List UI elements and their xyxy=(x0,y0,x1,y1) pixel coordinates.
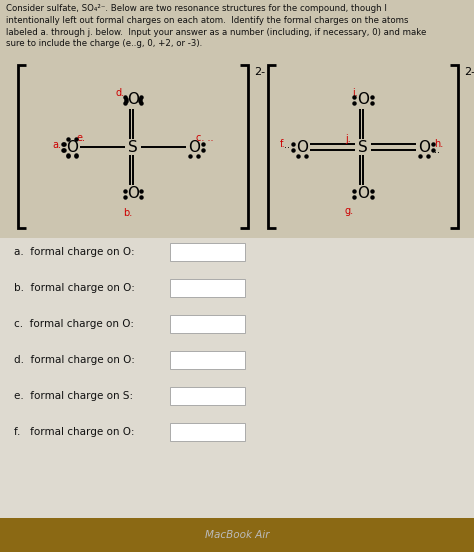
FancyBboxPatch shape xyxy=(170,315,245,333)
Text: h.: h. xyxy=(434,139,443,149)
Text: O: O xyxy=(418,140,430,155)
Text: S: S xyxy=(358,140,368,155)
Text: O: O xyxy=(127,187,139,201)
Text: ..: .. xyxy=(434,145,440,155)
Text: e.: e. xyxy=(77,133,86,143)
Text: b.: b. xyxy=(123,208,132,218)
Text: O: O xyxy=(357,187,369,201)
Text: a.: a. xyxy=(52,140,61,150)
FancyBboxPatch shape xyxy=(170,423,245,441)
Text: a.  formal charge on O:: a. formal charge on O: xyxy=(14,247,135,257)
Text: Consider sulfate, SO₄²⁻. Below are two resonance structures for the compound, th: Consider sulfate, SO₄²⁻. Below are two r… xyxy=(6,4,427,49)
Text: f.: f. xyxy=(280,139,286,149)
Text: S: S xyxy=(128,140,138,155)
Text: j.: j. xyxy=(345,134,351,144)
FancyBboxPatch shape xyxy=(170,351,245,369)
Bar xyxy=(0,518,474,552)
Text: e.  formal charge on S:: e. formal charge on S: xyxy=(14,391,133,401)
FancyBboxPatch shape xyxy=(170,243,245,261)
FancyBboxPatch shape xyxy=(0,238,474,518)
Text: d.: d. xyxy=(116,88,125,98)
Text: O: O xyxy=(66,140,78,155)
FancyBboxPatch shape xyxy=(170,387,245,405)
Text: 2-: 2- xyxy=(464,67,474,77)
Text: c. ..: c. .. xyxy=(196,133,213,143)
Text: f.   formal charge on O:: f. formal charge on O: xyxy=(14,427,135,437)
Text: MacBook Air: MacBook Air xyxy=(205,530,269,540)
Text: g.: g. xyxy=(345,206,354,216)
Text: O: O xyxy=(127,93,139,108)
Text: O: O xyxy=(188,140,200,155)
Text: O: O xyxy=(357,93,369,108)
Text: i.: i. xyxy=(352,88,358,98)
Text: 2-: 2- xyxy=(254,67,265,77)
Text: c.  formal charge on O:: c. formal charge on O: xyxy=(14,319,134,329)
Text: ..: .. xyxy=(284,140,290,150)
Text: d.  formal charge on O:: d. formal charge on O: xyxy=(14,355,135,365)
Text: O: O xyxy=(296,140,308,155)
FancyBboxPatch shape xyxy=(170,279,245,297)
Text: b.  formal charge on O:: b. formal charge on O: xyxy=(14,283,135,293)
